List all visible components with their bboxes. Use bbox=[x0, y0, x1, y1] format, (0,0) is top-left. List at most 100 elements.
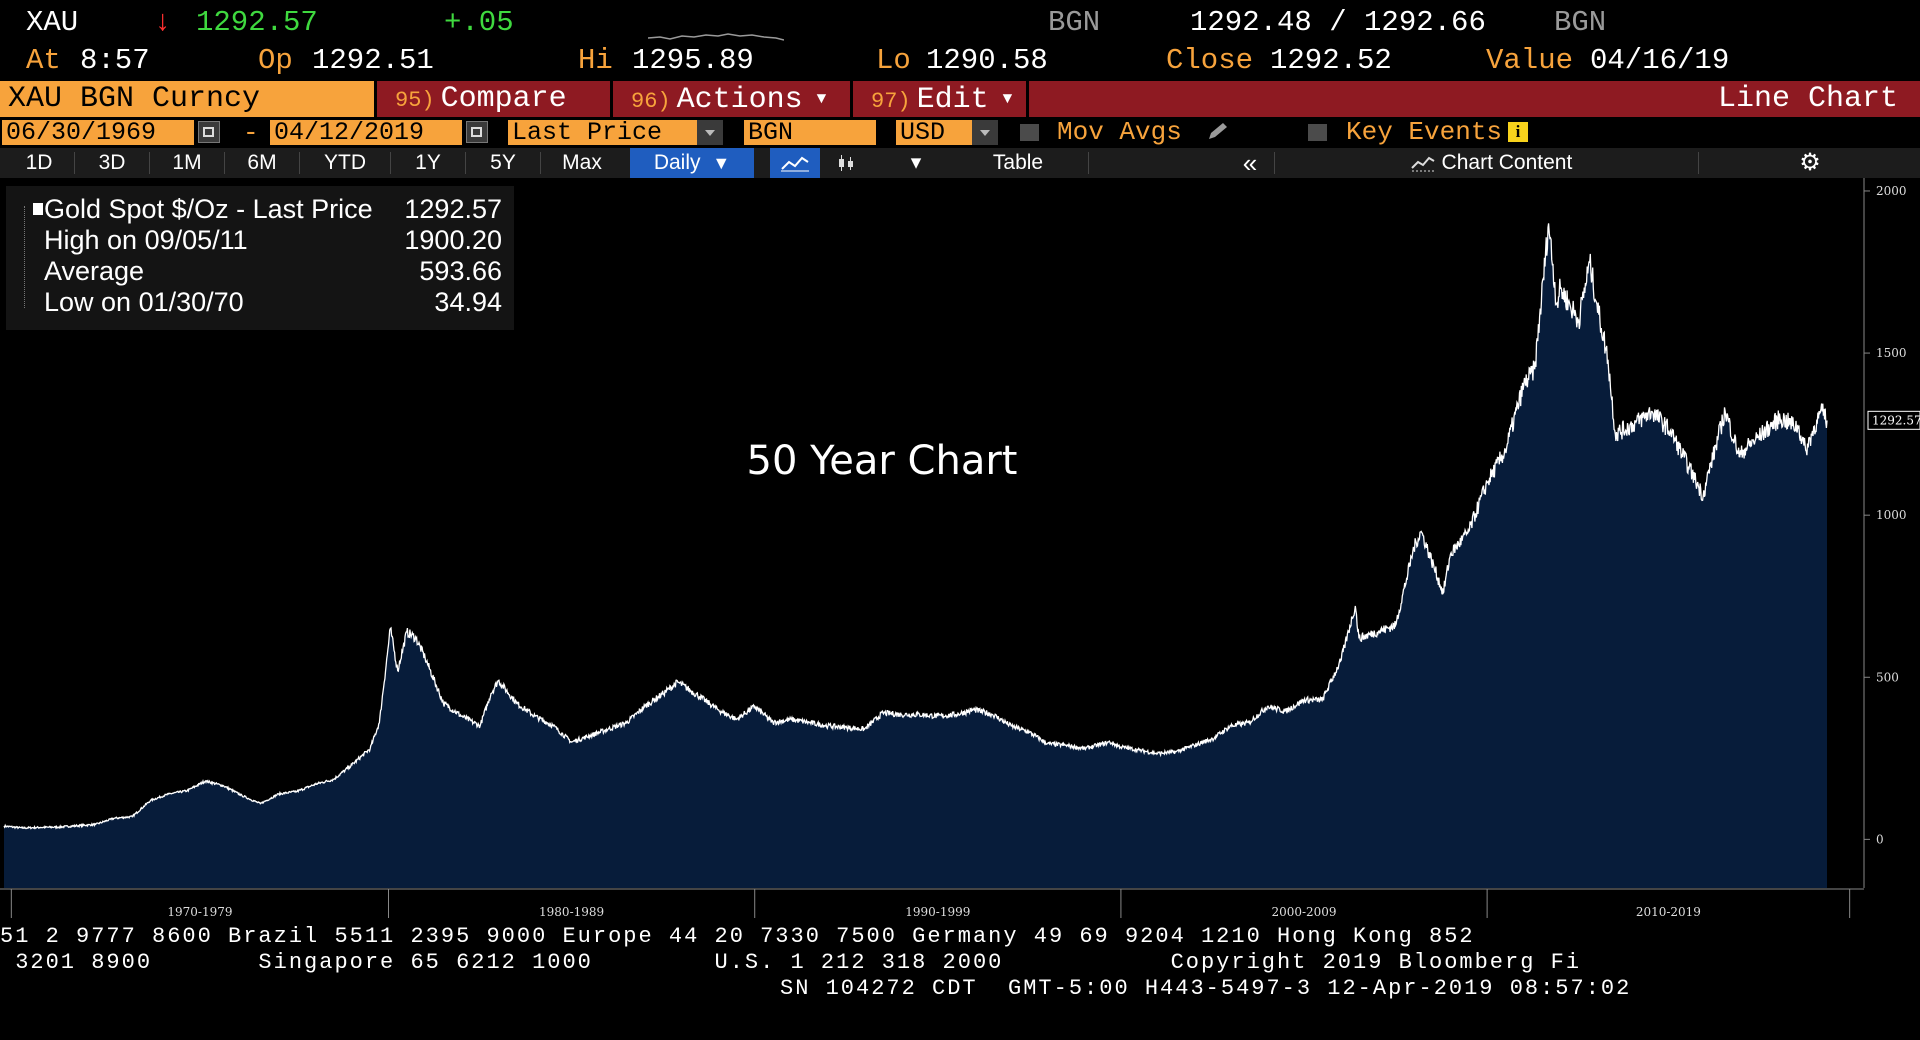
actions-button[interactable]: 96) Actions ▼ bbox=[610, 81, 850, 117]
low-value: 1290.58 bbox=[926, 44, 1048, 77]
contact-ticker-line-2: 3201 8900 Singapore 65 6212 1000 U.S. 1 … bbox=[0, 950, 1582, 975]
legend-average-value: 593.66 bbox=[419, 256, 502, 286]
chevron-down-icon: ▼ bbox=[1002, 90, 1013, 108]
y-tick-label: 1500 bbox=[1876, 346, 1907, 360]
series-line[interactable] bbox=[3, 223, 1828, 830]
high-label: Hi bbox=[578, 44, 613, 77]
info-icon[interactable]: i bbox=[1508, 122, 1529, 142]
y-tick-label: 2000 bbox=[1876, 184, 1907, 198]
open-value: 1292.51 bbox=[312, 44, 434, 77]
period-6m[interactable]: 6M bbox=[247, 151, 277, 174]
price-chart: 50 Year Chart 0 500 1000 1500 2000 1292.57 19… bbox=[0, 178, 1920, 919]
at-time: 8:57 bbox=[80, 44, 150, 77]
last-price: 1292.57 bbox=[196, 6, 318, 39]
line-chart-icon[interactable] bbox=[770, 148, 820, 178]
period-1m[interactable]: 1M bbox=[172, 151, 202, 174]
x-axis: 1970-1979 1980-1989 1990-1999 2000-2009 2010… bbox=[0, 888, 1864, 919]
high-value: 1295.89 bbox=[632, 44, 754, 77]
legend-low-label: Low on 01/30/70 bbox=[44, 287, 244, 317]
chart-content-label: Chart Content bbox=[1441, 151, 1573, 174]
contact-ticker-line-1: 51 2 9777 8600 Brazil 5511 2395 9000 Eur… bbox=[0, 924, 1475, 949]
period-ytd[interactable]: YTD bbox=[324, 151, 366, 174]
period-1y[interactable]: 1Y bbox=[415, 151, 441, 174]
period-3d[interactable]: 3D bbox=[98, 151, 126, 174]
period-separator bbox=[540, 152, 541, 174]
x-tick-label: 1980-1989 bbox=[539, 905, 604, 919]
key-events-text: Key Events bbox=[1346, 117, 1503, 147]
series-swatch bbox=[33, 203, 43, 215]
at-label: At bbox=[26, 44, 61, 77]
period-separator bbox=[1698, 152, 1699, 174]
edit-number: 97) bbox=[871, 88, 911, 114]
chevron-down-icon: ▼ bbox=[712, 153, 731, 173]
mov-avgs-label[interactable]: Mov Avgs bbox=[1057, 117, 1182, 147]
edit-button[interactable]: 97) Edit ▼ bbox=[850, 81, 1026, 117]
x-tick-label: 1990-1999 bbox=[905, 905, 970, 919]
key-events-label[interactable]: Key Events i bbox=[1346, 117, 1529, 147]
x-tick-label: 2000-2009 bbox=[1271, 905, 1336, 919]
period-separator bbox=[1274, 152, 1275, 174]
value-date-label: Value bbox=[1486, 44, 1574, 77]
legend-row-last-price[interactable]: Gold Spot $/Oz - Last Price 1292.57 bbox=[6, 194, 514, 224]
down-arrow-icon: ↓ bbox=[154, 6, 172, 39]
last-value-label: 1292.57 bbox=[1872, 413, 1920, 427]
period-bar: 1D 3D 1M 6M YTD 1Y 5Y Max Daily ▼ ▾ Tabl… bbox=[0, 148, 1920, 178]
chart-style-dropdown-icon[interactable]: ▾ bbox=[910, 151, 922, 174]
period-separator bbox=[299, 152, 300, 174]
currency-dropdown-icon[interactable] bbox=[972, 120, 998, 145]
chevron-down-icon: ▼ bbox=[816, 90, 827, 108]
chart-content-button[interactable]: Chart Content bbox=[1376, 148, 1606, 178]
chart-type-title: Line Chart bbox=[1717, 82, 1898, 116]
end-date-field[interactable]: 04/12/2019 bbox=[270, 120, 462, 145]
frequency-select[interactable]: Daily ▼ bbox=[630, 148, 754, 178]
pencil-icon[interactable] bbox=[1206, 122, 1232, 142]
chart-content-icon bbox=[1410, 156, 1435, 172]
field-dropdown-icon[interactable] bbox=[697, 120, 723, 145]
source-field[interactable]: BGN bbox=[744, 120, 876, 145]
legend-series-name: Gold Spot $/Oz - Last Price bbox=[44, 194, 373, 224]
x-tick-label: 2010-2019 bbox=[1636, 905, 1701, 919]
compare-label: Compare bbox=[440, 82, 567, 116]
start-date-field[interactable]: 06/30/1969 bbox=[2, 120, 194, 145]
y-tick-label: 500 bbox=[1876, 670, 1899, 684]
close-label: Close bbox=[1166, 44, 1254, 77]
compare-number: 95) bbox=[395, 88, 435, 113]
last-value-tag bbox=[1867, 410, 1920, 430]
period-separator bbox=[390, 152, 391, 174]
ticker-symbol: XAU bbox=[26, 6, 79, 39]
period-separator bbox=[465, 152, 466, 174]
edit-label: Edit bbox=[916, 82, 989, 117]
period-5y[interactable]: 5Y bbox=[490, 151, 516, 174]
calendar-icon[interactable] bbox=[466, 121, 488, 143]
key-events-checkbox[interactable] bbox=[1308, 124, 1327, 141]
gear-icon[interactable]: ⚙ bbox=[1799, 149, 1821, 176]
currency-select[interactable]: USD bbox=[896, 120, 972, 145]
field-select[interactable]: Last Price bbox=[508, 120, 698, 145]
value-date: 04/16/19 bbox=[1590, 44, 1730, 77]
period-separator bbox=[1088, 152, 1089, 174]
frequency-label: Daily bbox=[653, 151, 701, 174]
quote-source: BGN bbox=[1048, 6, 1101, 39]
command-bar: XAU BGN Curncy 95) Compare 96) Actions ▼ 97… bbox=[0, 81, 1920, 117]
y-axis: 0 500 1000 1500 2000 1292.57 bbox=[1863, 178, 1920, 888]
table-button[interactable]: Table bbox=[992, 151, 1044, 174]
calendar-icon[interactable] bbox=[198, 121, 220, 143]
candlestick-icon[interactable] bbox=[826, 148, 866, 178]
x-tick-label: 1970-1979 bbox=[167, 905, 232, 919]
y-tick-label: 1000 bbox=[1876, 508, 1907, 522]
mov-avgs-checkbox[interactable] bbox=[1020, 124, 1039, 141]
security-field[interactable]: XAU BGN Curncy bbox=[0, 81, 374, 117]
period-separator bbox=[224, 152, 225, 174]
bid-ask-source: BGN bbox=[1554, 6, 1607, 39]
legend-row-average: Average 593.66 bbox=[6, 256, 514, 286]
quote-header: XAU ↓ 1292.57 +.05 BGN 1292.48 / 1292.66… bbox=[0, 0, 1920, 80]
date-range-dash: - bbox=[243, 118, 259, 148]
intraday-sparkline bbox=[648, 33, 784, 41]
legend-average-label: Average bbox=[44, 256, 145, 286]
compare-button[interactable]: 95) Compare bbox=[374, 81, 610, 117]
period-max[interactable]: Max bbox=[562, 151, 602, 174]
collapse-icon[interactable]: « bbox=[1242, 148, 1258, 178]
session-info: SN 104272 CDT GMT-5:00 H443-5497-3 12-Ap… bbox=[780, 976, 1632, 1001]
legend-high-label: High on 09/05/11 bbox=[44, 225, 248, 255]
period-1d[interactable]: 1D bbox=[25, 151, 53, 174]
